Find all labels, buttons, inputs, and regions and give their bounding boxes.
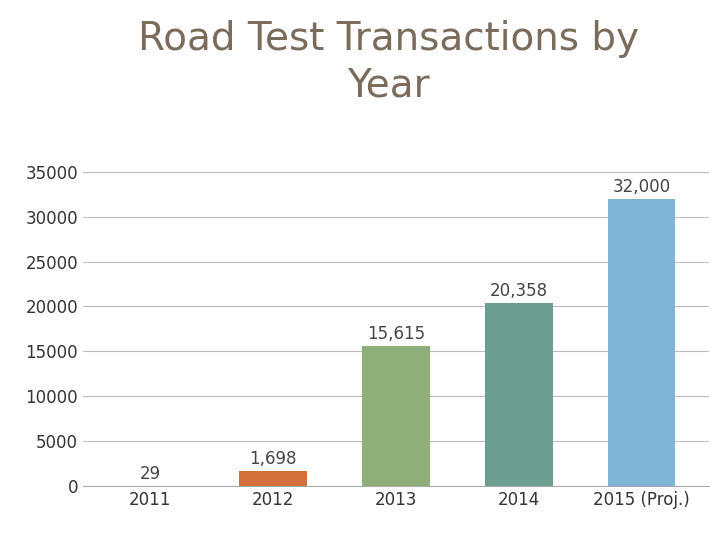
- Bar: [362, 346, 430, 486]
- Bar: [485, 303, 553, 486]
- Text: 1,698: 1,698: [249, 450, 297, 468]
- Text: Road Test Transactions by
Year: Road Test Transactions by Year: [138, 19, 639, 105]
- Text: 29: 29: [140, 464, 161, 483]
- Text: 20,358: 20,358: [490, 282, 548, 300]
- Bar: [240, 471, 307, 486]
- Text: 11: 11: [5, 129, 25, 143]
- Text: 15,615: 15,615: [367, 325, 425, 343]
- Bar: [608, 199, 675, 486]
- Text: 32,000: 32,000: [613, 178, 671, 195]
